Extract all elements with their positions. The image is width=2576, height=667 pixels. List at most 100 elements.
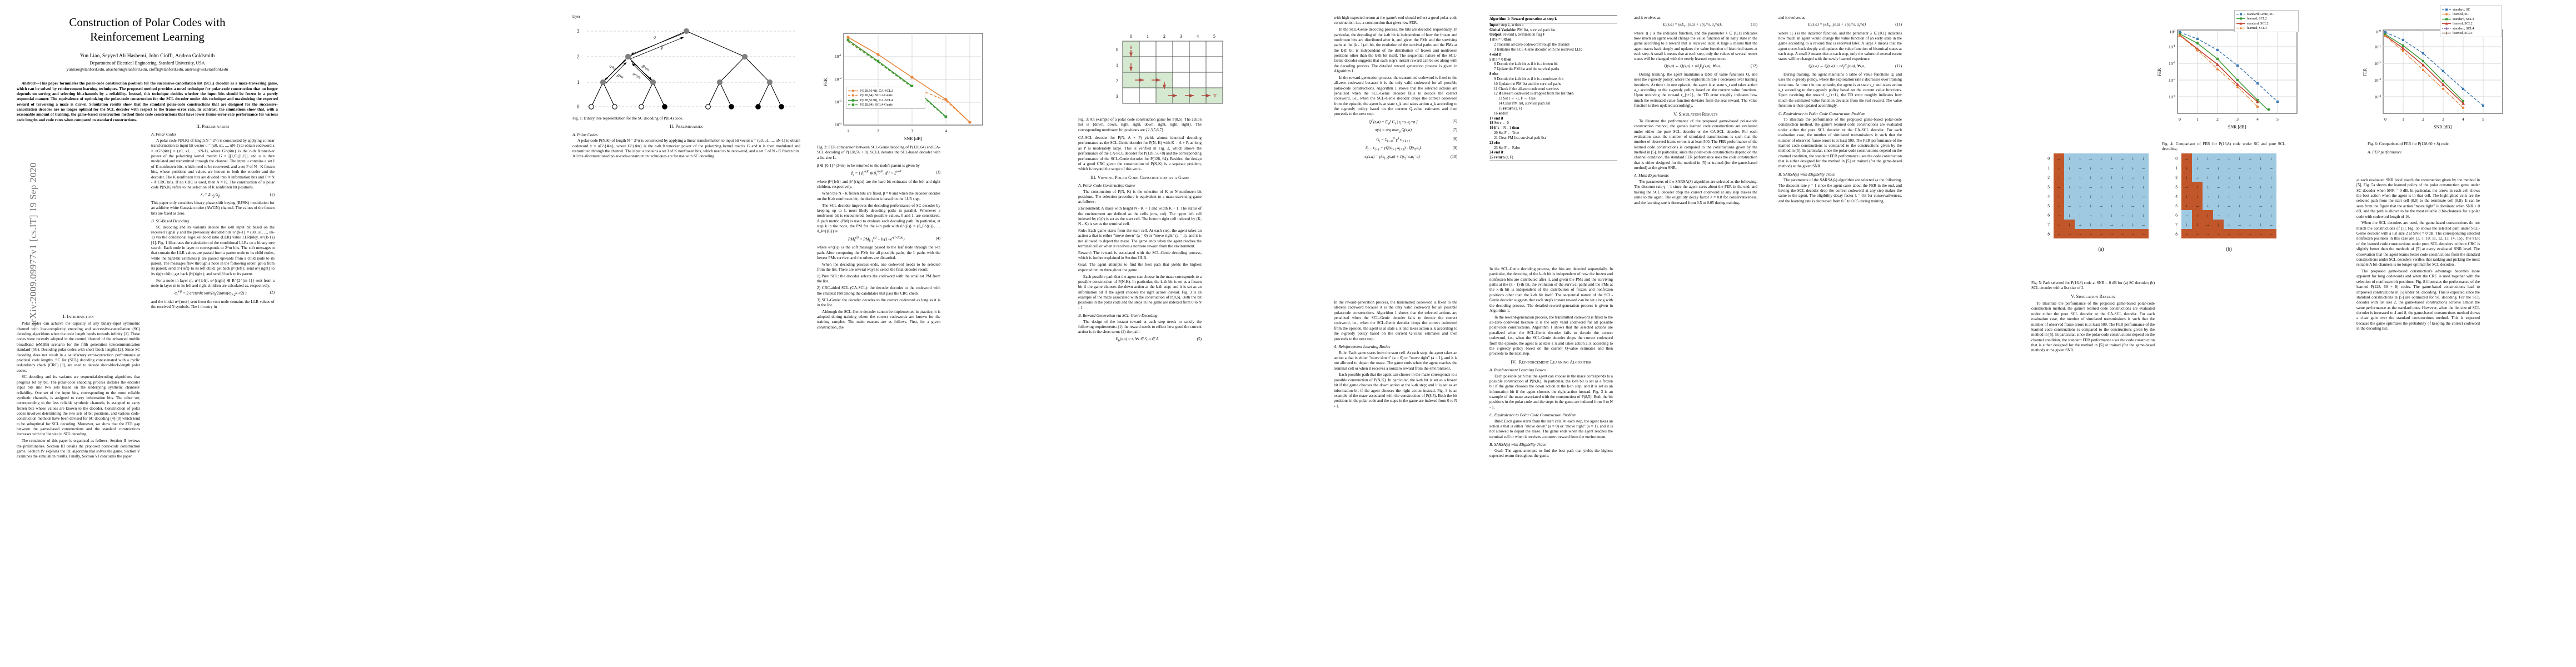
fig5-cell <box>2138 201 2149 210</box>
fig5-arrow-icon: ↓ <box>2196 194 2199 199</box>
algorithm-line: 16 end if <box>1494 111 1508 116</box>
fig5-cell <box>2085 201 2096 210</box>
column-3: Fig. 1: Binary tree representation for t… <box>572 115 800 161</box>
legend-label: P(128,56+8), CA-SCL2 <box>860 88 893 93</box>
fig5-cell <box>2127 182 2138 191</box>
algorithm-line: 3 Initialize the SCL-Genie decoder with … <box>1494 47 1582 52</box>
fig5-cell <box>2075 210 2085 220</box>
svg-text:3: 3 <box>1180 34 1182 39</box>
fig5-cell <box>2234 191 2245 201</box>
equation-11: Et(s,a) = γλEt-1(s,a) + 1(st=s, at=a), (… <box>1663 22 1757 28</box>
fig5-arrow-icon: → <box>2099 175 2104 180</box>
fig5-arrow-icon: ↓ <box>2218 203 2220 208</box>
equation-10: et(s,a) = γλet-1(s,a) + 1(st=s,at=a) (10… <box>1364 154 1457 160</box>
algorithm-line: 19 if k = N - 1 then <box>1489 126 1519 131</box>
c6b-p3: Each possible path that the agent can ch… <box>1489 374 1613 410</box>
fig5-cell <box>2075 172 2085 182</box>
fig5-cell <box>2203 163 2213 172</box>
fig5-arrow-icon: ↓ <box>2196 156 2199 161</box>
fig5-cell <box>2255 191 2266 201</box>
c7b-p2: where 1(·) is the indicator function, an… <box>1778 31 1902 62</box>
c3-body: A polar code P(N,K) of length N = 2^n is… <box>572 138 800 159</box>
fig5-caption: Fig. 5: Path selected for P(16,8) code a… <box>2031 281 2155 291</box>
fig5-cell <box>2127 172 2138 182</box>
fig5-arrow-icon: ↓ <box>2142 213 2145 218</box>
column-1: I. Introduction Polar codes can achieve … <box>17 311 140 461</box>
fig5-arrow-icon: ↓ <box>2069 194 2071 199</box>
fig4-ylabel: FER <box>2157 68 2162 76</box>
fig5-cell <box>2245 191 2255 201</box>
svg-text:3: 3 <box>2236 117 2239 122</box>
fig5-arrow-icon: ↓ <box>2121 175 2124 180</box>
section-introduction: I. Introduction <box>63 314 94 319</box>
fig5-arrow-icon: ↓ <box>2207 203 2209 208</box>
fig5-cell <box>2234 229 2245 238</box>
fig5-cell <box>2203 153 2213 163</box>
equation-12b: Q(s,a) ← Q(s,a) + αδtEt(s,a), ∀s,a, (12) <box>1808 63 1902 70</box>
subsection-rl-basics: A. Reinforcement Learning Basics <box>1489 367 1546 372</box>
fig5-cell <box>2064 182 2075 191</box>
c5-p2: The construction of P(N, K) is the selec… <box>1078 189 1202 205</box>
fig5-arrow-icon: → <box>2110 222 2114 227</box>
fig5-cell <box>2117 220 2127 229</box>
legend-row: learned, SCL2 <box>2236 17 2296 22</box>
c6c-p3: Each possible path that the agent can ch… <box>1334 372 1457 409</box>
algorithm-line: 8 else <box>1489 72 1498 77</box>
fig5-row-label: 5 <box>2175 203 2178 208</box>
algorithm-line: 23 Set F ← False <box>1494 146 1521 150</box>
fig5-arrow-icon: → <box>2099 232 2104 237</box>
svg-text:β: β <box>659 44 664 50</box>
legend-label: learned, SCL4 <box>2247 26 2267 31</box>
svg-text:10-1: 10-1 <box>2374 44 2381 49</box>
fig4-xlabel: SNR [dB] <box>2228 125 2246 130</box>
section-rl-algorithm: IV. Reinforcement Learning Algorithm <box>1511 359 1592 365</box>
c6b-p5: Goal: The agent attempts to find the bes… <box>1489 448 1613 459</box>
fig2-svg: 10-1 10-2 10-3 10-4 1 2 3 4 SNR [dB] FER <box>823 33 983 141</box>
legend-label: P(128,64), SCL4-Genie <box>860 103 893 107</box>
fig5-arrow-icon: → <box>2269 232 2274 237</box>
fig5-cell <box>2106 153 2117 163</box>
c1-p2: SC decoding and its variants are sequent… <box>17 375 140 437</box>
fig5-cell <box>2234 153 2245 163</box>
fig5-arrow-icon: ↓ <box>2196 166 2199 171</box>
fig5-cell <box>2085 210 2096 220</box>
svg-text:3: 3 <box>577 28 580 34</box>
fig5-arrow-icon: → <box>2185 156 2189 161</box>
fig5-arrow-icon: ↓ <box>2100 166 2102 171</box>
c4-p10: Although the SCL-Genie decoder cannot be… <box>817 309 940 330</box>
fig5-arrow-icon: ↓ <box>2218 194 2220 199</box>
legend-row: standard, SC <box>2442 7 2500 12</box>
fig5-cell <box>2085 229 2096 238</box>
fig5-cell <box>2224 229 2234 238</box>
fig5-cell <box>2127 201 2138 210</box>
fig5-cell <box>2192 182 2203 191</box>
fig5-arrow-icon: → <box>2259 232 2263 237</box>
fig5-cell <box>2117 201 2127 210</box>
svg-text:4: 4 <box>2462 117 2464 122</box>
emails: yunliao@stanford.edu, ahashemi@stanford.… <box>66 67 228 72</box>
fig5-cell <box>2054 210 2064 220</box>
fig5-arrow-icon: ↓ <box>2100 185 2102 190</box>
fig5-cell <box>2127 210 2138 220</box>
c7b-p5: The parameters of the SARSA(λ) algorithm… <box>1778 178 1902 203</box>
c6-p1: with high expected return at the game's … <box>1334 16 1457 26</box>
fig5-cell <box>2266 220 2276 229</box>
fig5-arrow-icon: ↓ <box>2239 156 2241 161</box>
svg-text:10-4: 10-4 <box>2374 94 2381 99</box>
fig5-cell <box>2266 182 2276 191</box>
fig5-cell <box>2106 172 2117 182</box>
fig5-arrow-icon: ↓ <box>2058 175 2060 180</box>
equation-11b: Et(s,a) = γλEt-1(s,a) + 1(st=s, at=a) (1… <box>1808 22 1902 28</box>
fig5-cell <box>2192 191 2203 201</box>
fig5-arrow-icon: → <box>2120 232 2125 237</box>
section-game: III. Viewing Polar Code Construction as … <box>1090 175 1190 180</box>
fig5-arrow-icon: ↓ <box>2090 203 2092 208</box>
fig5-cell <box>2054 153 2064 163</box>
fig5-arrow-icon: ↓ <box>2186 203 2188 208</box>
fig5-row-label: 0 <box>2175 156 2178 161</box>
c4-p3: When the N - K frozen bits are fixed, β … <box>817 191 940 201</box>
c5-p4: Rule: Each game starts from the start ce… <box>1078 228 1202 249</box>
fig5-cell <box>2266 210 2276 220</box>
fig5-cell <box>2213 182 2224 191</box>
